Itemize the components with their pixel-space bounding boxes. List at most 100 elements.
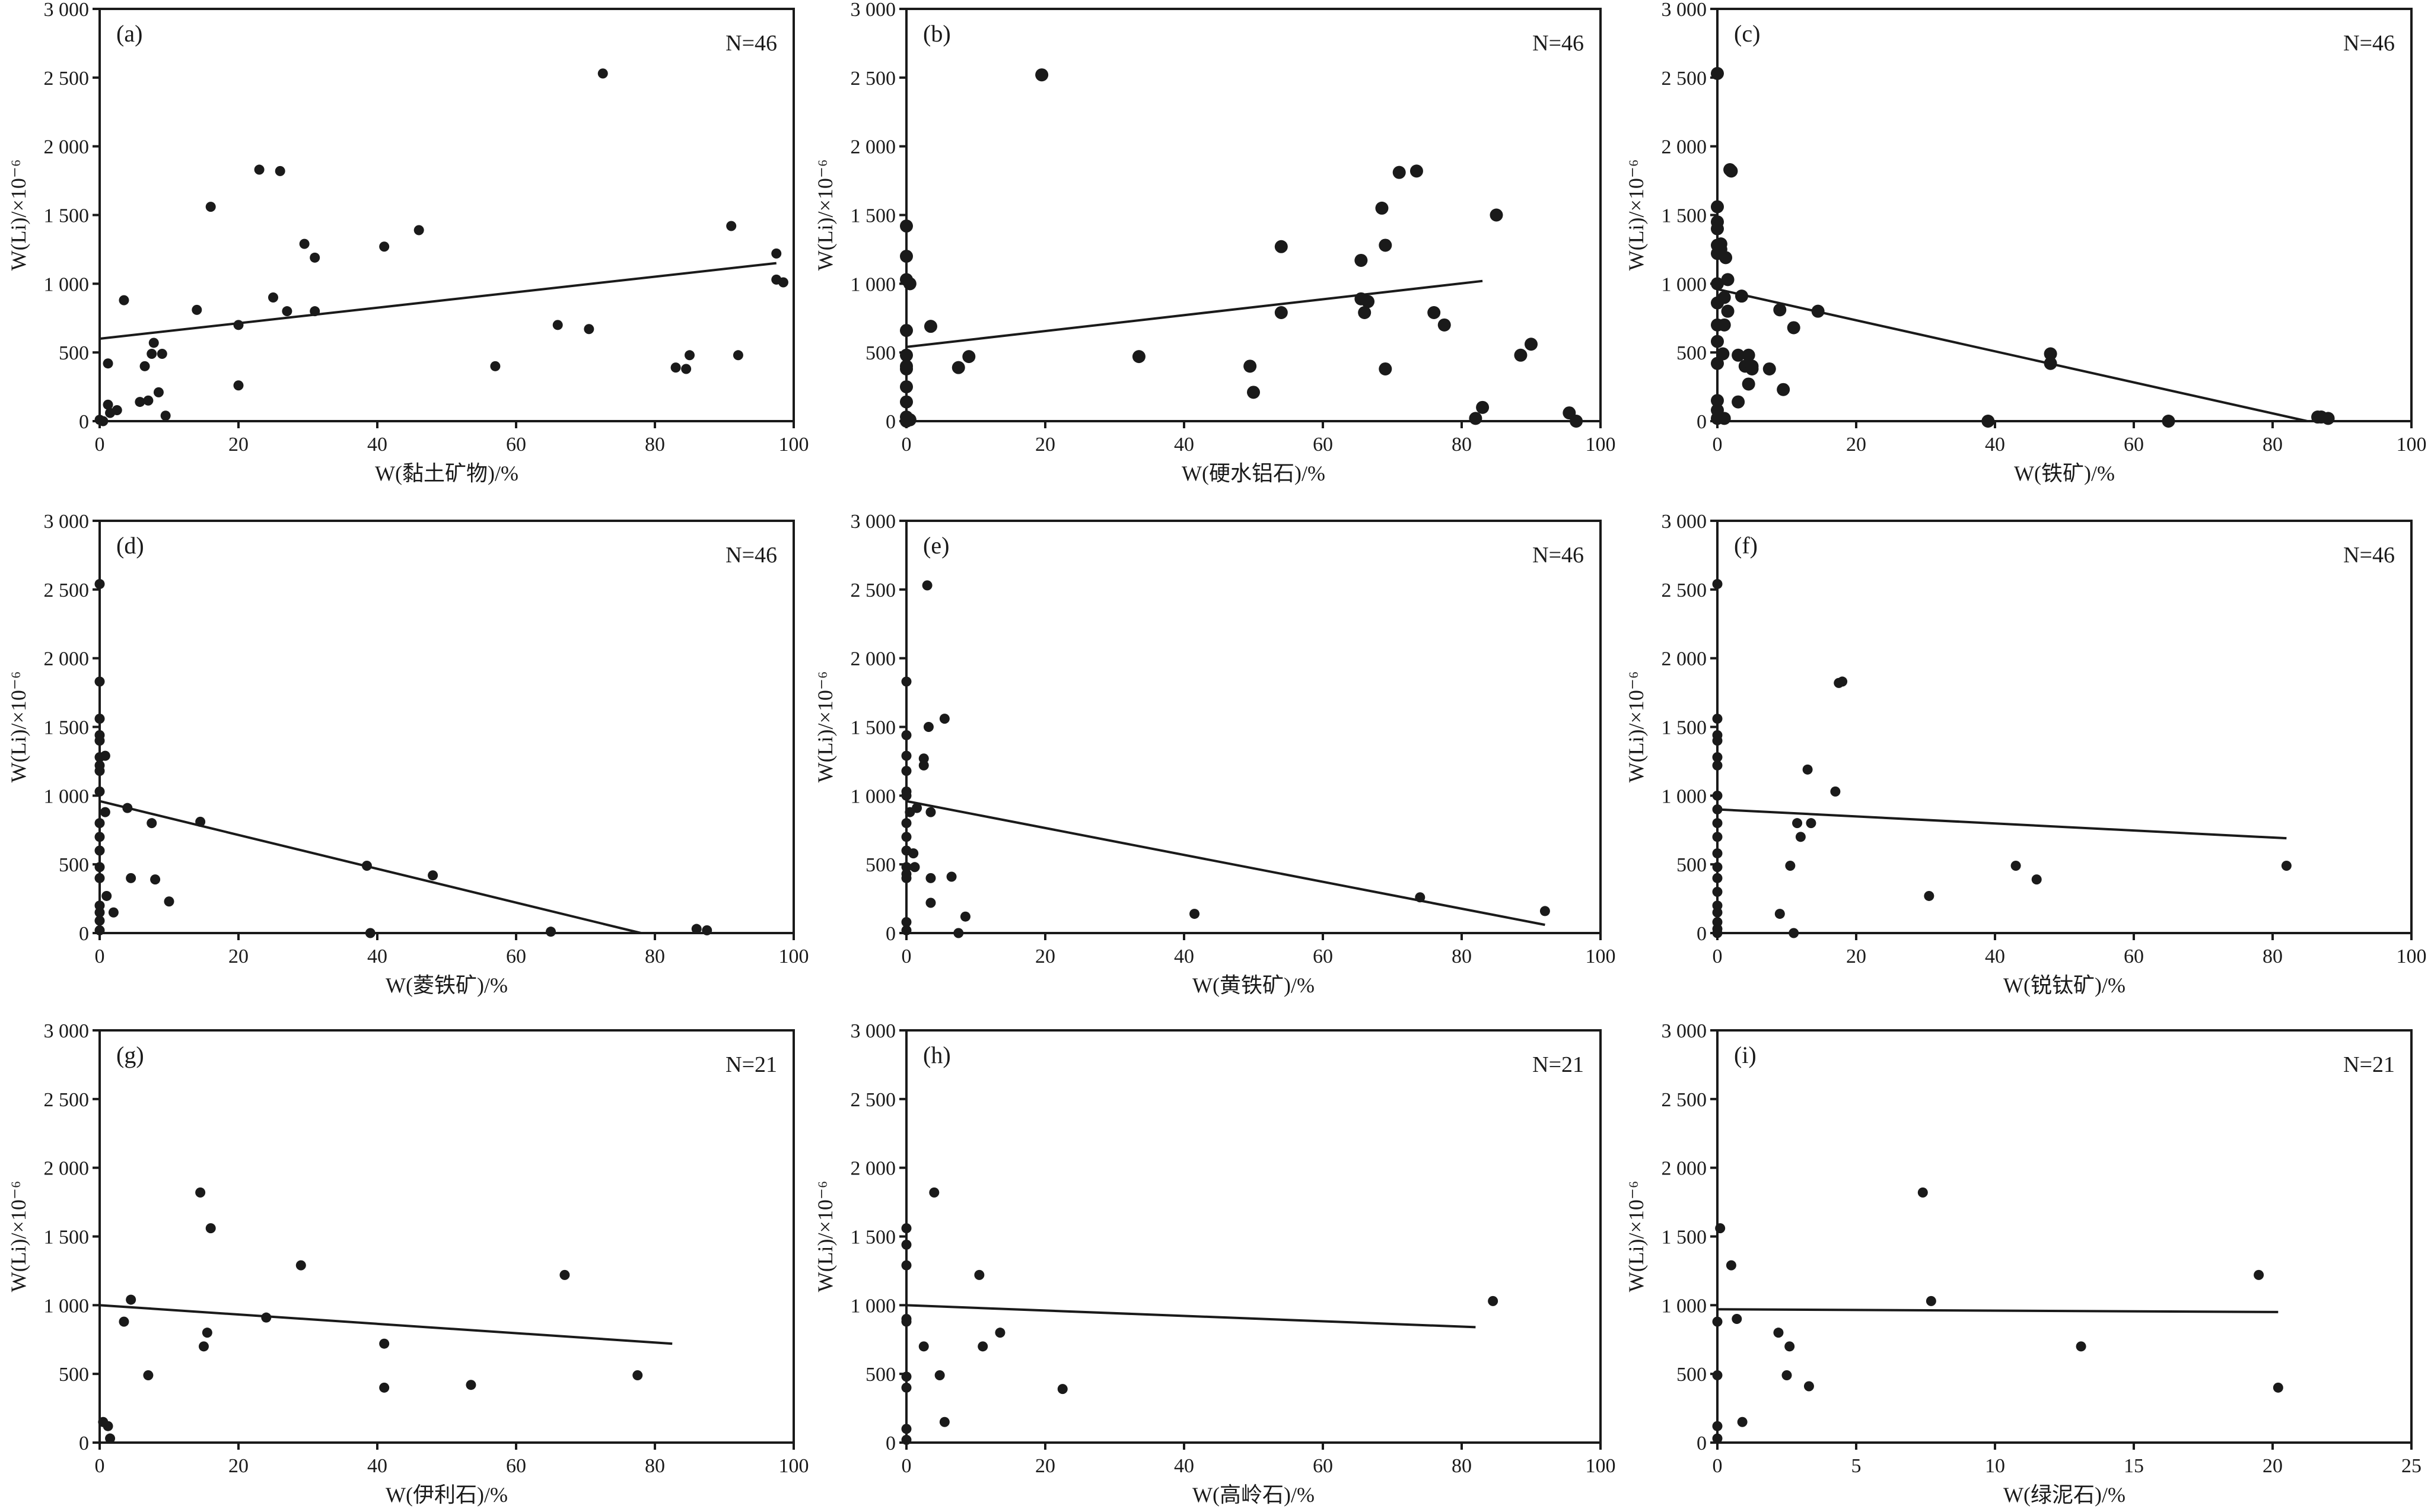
x-tick-label: 10 [1985, 1455, 2005, 1477]
y-tick-label: 1 500 [1662, 205, 1707, 227]
data-point [135, 397, 145, 408]
data-point [1712, 1316, 1723, 1327]
data-point [1732, 1314, 1742, 1324]
x-tick-label: 60 [506, 1455, 526, 1477]
chart-panel-e: 0 500 1 000 1 500 2 000 2 500 3 000 0 20 40 60 80 10… [813, 511, 1616, 997]
y-tick-label: 2 500 [851, 580, 896, 601]
data-point [1469, 412, 1482, 425]
x-tick-label: 80 [2263, 434, 2283, 456]
sample-count-label: N=21 [726, 1052, 777, 1077]
y-tick-label: 3 000 [1662, 1020, 1707, 1042]
data-point [295, 1260, 306, 1271]
data-point [275, 165, 285, 176]
plot-frame [98, 1029, 795, 1444]
data-point [160, 410, 171, 421]
y-tick-label: 0 [1697, 411, 1707, 433]
data-point [94, 832, 105, 842]
data-point [1514, 348, 1528, 362]
x-axis-title: W(高岭石)/% [1192, 1483, 1315, 1507]
data-point [1716, 347, 1730, 361]
x-axis-title: W(黄铁矿)/% [1192, 973, 1315, 997]
data-point [100, 807, 110, 817]
data-point [901, 730, 912, 740]
x-tick-label: 100 [1586, 1455, 1616, 1477]
data-point [939, 714, 950, 724]
data-point [1409, 164, 1423, 178]
data-point [559, 1269, 570, 1280]
x-tick-label: 40 [1985, 434, 2005, 456]
data-point [1711, 66, 1724, 80]
data-point [974, 1269, 985, 1280]
y-tick-label: 2 500 [1662, 1089, 1707, 1111]
data-point [1189, 909, 1200, 919]
data-point [1712, 873, 1723, 883]
panel-label: (a) [116, 20, 142, 47]
data-point [119, 295, 129, 305]
data-point [94, 766, 105, 776]
data-point [94, 736, 105, 746]
panel-label: (c) [1734, 20, 1760, 47]
y-tick-label: 2 500 [851, 1089, 896, 1111]
data-point [1570, 415, 1583, 428]
sample-count-label: N=46 [1532, 543, 1584, 568]
data-point [100, 750, 110, 761]
data-point [1712, 804, 1723, 814]
x-tick-label: 20 [1846, 946, 1866, 967]
data-point [901, 1239, 912, 1250]
y-tick-label: 1 500 [44, 205, 90, 227]
y-tick-label: 500 [1676, 854, 1707, 876]
trend-line [906, 1304, 1476, 1329]
data-point [901, 1316, 912, 1327]
data-point [901, 925, 912, 935]
data-point [2076, 1341, 2086, 1352]
y-tick-label: 3 000 [851, 0, 896, 21]
x-tick-label: 20 [1035, 1455, 1055, 1477]
data-point [901, 750, 912, 761]
data-point [900, 362, 913, 375]
data-point [1711, 277, 1724, 291]
panel-label: (e) [923, 532, 949, 559]
panel-label: (h) [923, 1042, 951, 1068]
data-point [1781, 1370, 1792, 1380]
plot-frame [98, 520, 795, 934]
data-point [103, 399, 113, 410]
y-tick-label: 1 000 [1662, 1295, 1707, 1317]
x-tick-label: 0 [902, 434, 912, 456]
data-point [94, 915, 105, 926]
data-point [1712, 862, 1723, 873]
data-point [94, 907, 105, 918]
y-tick-label: 3 000 [851, 511, 896, 533]
y-tick-label: 2 000 [44, 648, 90, 670]
data-point [691, 924, 702, 934]
data-point [94, 873, 105, 883]
data-point [103, 1421, 113, 1431]
data-point [2254, 1269, 2264, 1280]
x-tick-label: 60 [506, 434, 526, 456]
x-tick-label: 20 [228, 946, 249, 967]
data-point [901, 818, 912, 829]
panel-label: (g) [116, 1042, 144, 1068]
sample-count-label: N=21 [2343, 1052, 2395, 1077]
x-tick-label: 0 [902, 946, 912, 967]
data-point [952, 361, 965, 374]
panel-label: (f) [1734, 532, 1758, 559]
y-tick-label: 1 500 [1662, 717, 1707, 739]
data-point [670, 362, 681, 373]
y-axis-title: W(Li)/×10⁻⁶ [1624, 160, 1648, 271]
chart-panel-a: 0 500 1 000 1 500 2 000 2 500 3 000 0 20 40 60 80 10… [7, 0, 809, 485]
data-point [778, 277, 788, 288]
x-axis-title: W(硬水铝石)/% [1182, 461, 1325, 485]
data-point [901, 790, 912, 801]
data-point [922, 580, 933, 591]
data-point [105, 1433, 116, 1444]
data-point [584, 324, 594, 335]
data-point [923, 722, 934, 732]
data-point [1476, 400, 1490, 414]
data-point [268, 292, 278, 303]
data-point [1726, 1260, 1736, 1271]
data-point [150, 874, 161, 885]
x-tick-label: 20 [1035, 434, 1055, 456]
data-point [282, 306, 292, 317]
x-tick-label: 60 [2124, 946, 2144, 967]
